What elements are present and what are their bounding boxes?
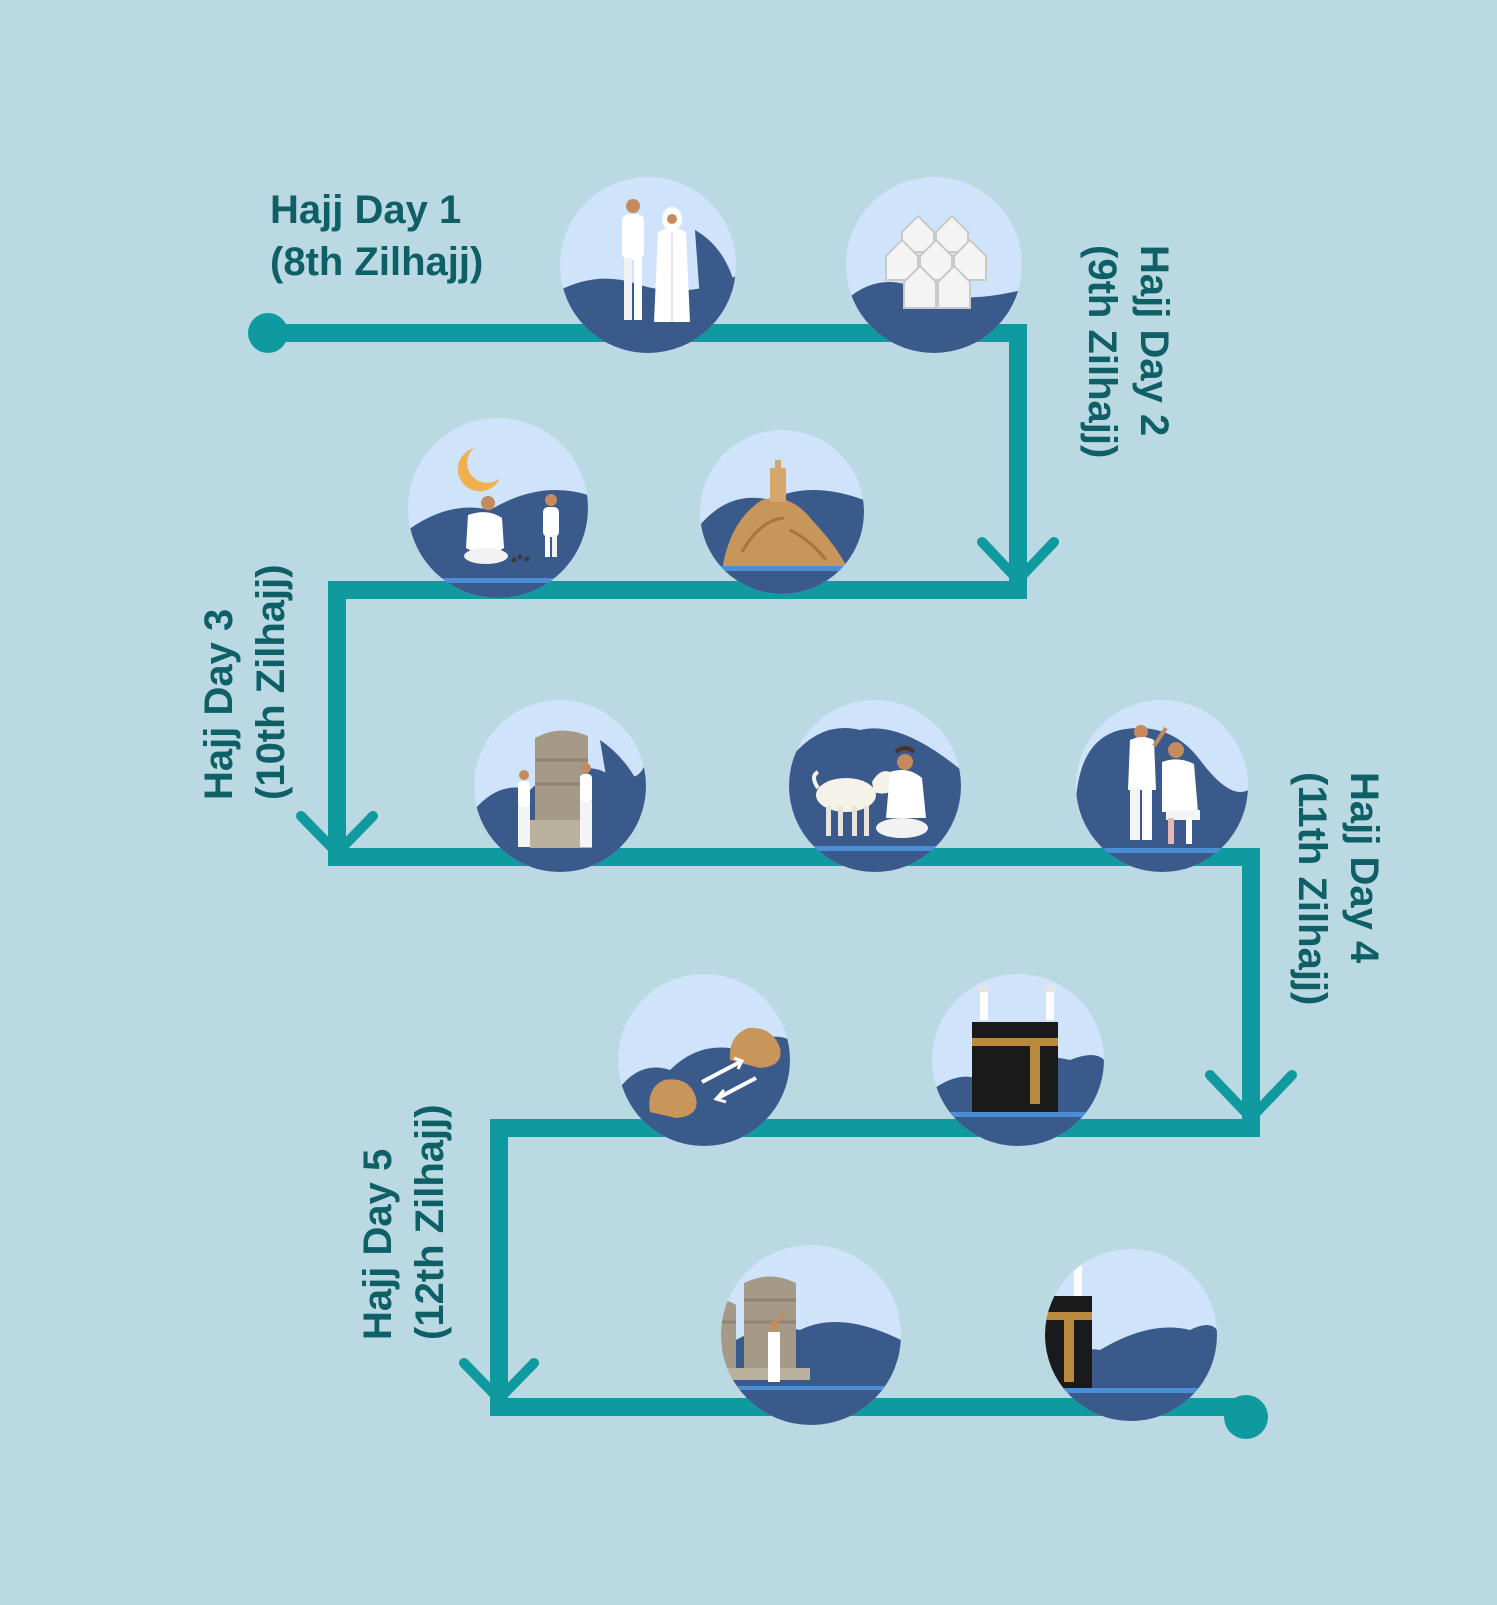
kaaba-tawaf-icon: [932, 974, 1104, 1146]
arrow-head-2: [296, 811, 378, 861]
kaaba-farewell-tawaf-icon: [1045, 1249, 1217, 1421]
day-1-label: Hajj Day 1 (8th Zilhajj): [270, 184, 483, 288]
safa-marwah-sai-icon: [618, 974, 790, 1146]
day-4-date: (11th Zilhajj): [1290, 772, 1334, 1006]
mount-arafat-icon: [700, 430, 864, 594]
day-1-title: Hajj Day 1: [270, 188, 462, 232]
day-2-title: Hajj Day 2: [1132, 245, 1176, 437]
path-segment-day1: [261, 324, 1027, 589]
day-5-label: Hajj Day 5 (12th Zilhajj): [352, 1104, 456, 1340]
jamarat-stoning-icon: [474, 700, 646, 872]
timeline-start-dot: [248, 313, 288, 353]
arrow-head-1: [977, 537, 1059, 588]
day-2-label: Hajj Day 2 (9th Zilhajj): [1076, 245, 1180, 458]
day-1-date: (8th Zilhajj): [270, 240, 484, 284]
arrow-head-3: [1205, 1070, 1297, 1126]
day-3-label: Hajj Day 3 (10th Zilhajj): [193, 564, 297, 800]
day-4-title: Hajj Day 4: [1342, 772, 1386, 964]
pilgrims-ihram-icon: [560, 177, 736, 353]
path-segment-day3: [328, 848, 1260, 1127]
day-3-title: Hajj Day 3: [197, 608, 241, 800]
mina-tents-icon: [846, 177, 1022, 353]
day-5-date: (12th Zilhajj): [408, 1104, 452, 1340]
hair-shaving-icon: [1076, 700, 1248, 872]
day-4-label: Hajj Day 4 (11th Zilhajj): [1286, 772, 1390, 1005]
day-3-date: (10th Zilhajj): [249, 564, 293, 800]
day-2-date: (9th Zilhajj): [1080, 245, 1124, 459]
muzdalifah-pebbles-night-icon: [408, 418, 588, 598]
arrow-head-4: [459, 1358, 539, 1407]
arrow-heads: [296, 537, 1297, 1407]
day-5-title: Hajj Day 5: [356, 1148, 400, 1340]
animal-sacrifice-icon: [789, 700, 961, 872]
timeline-end-dot: [1224, 1395, 1268, 1439]
jamarat-three-pillars-icon: [721, 1245, 901, 1425]
